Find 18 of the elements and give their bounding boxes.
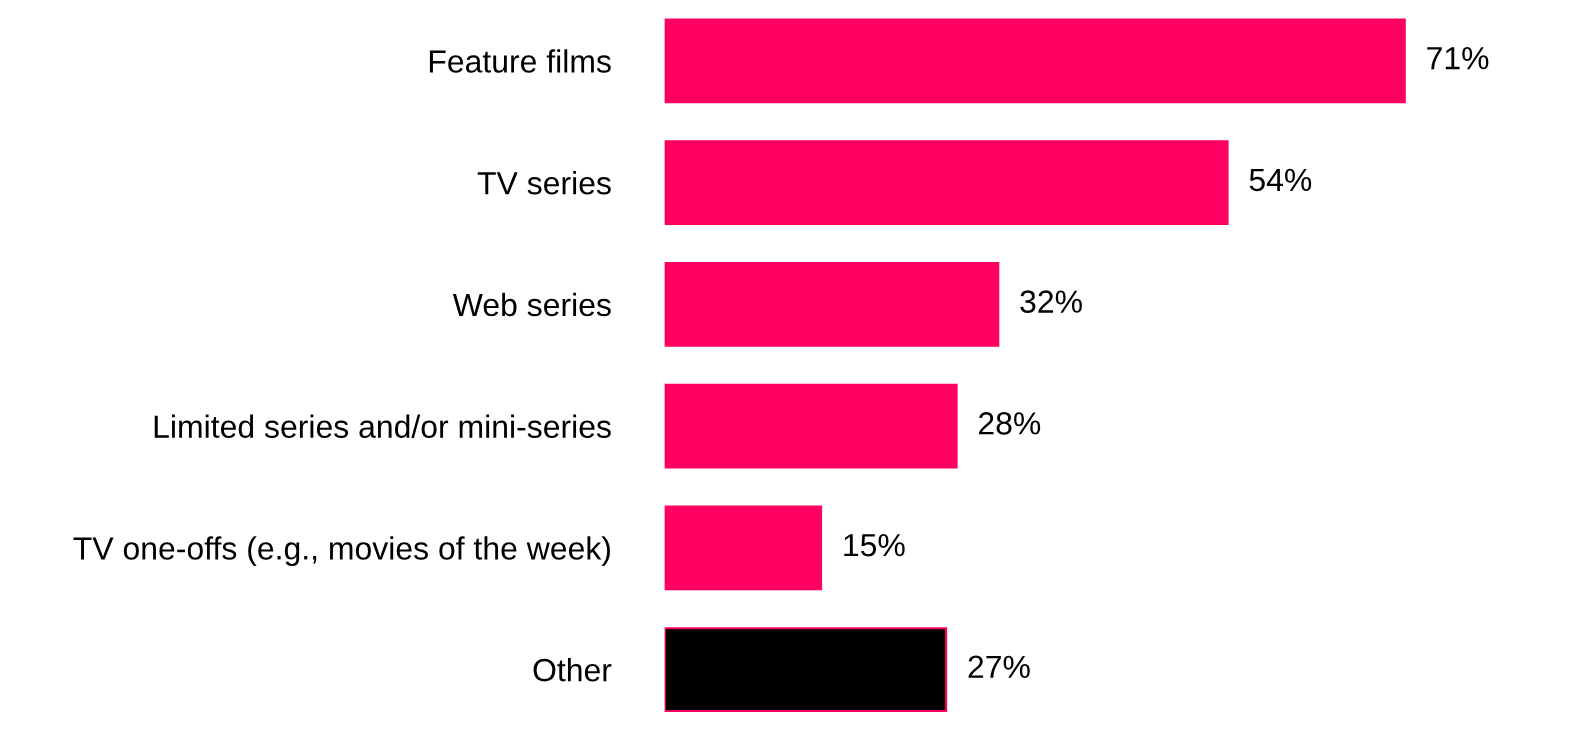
data-label: 28% <box>979 412 1041 435</box>
y-tick-label: TV series <box>477 171 611 195</box>
y-tick-label: TV one-offs (e.g., movies of the week) <box>73 536 610 567</box>
y-tick-label: Feature films <box>429 49 611 73</box>
data-label: 32% <box>1020 290 1082 313</box>
bar <box>664 383 958 469</box>
bar <box>664 18 1406 104</box>
y-tick-label: Other <box>533 658 612 682</box>
data-label: 71% <box>1427 46 1489 70</box>
bar <box>664 627 948 713</box>
y-tick-label: Web series <box>452 292 611 317</box>
data-label: 27% <box>968 655 1030 679</box>
bar <box>664 261 1000 347</box>
bar <box>664 140 1229 226</box>
data-label: 15% <box>844 533 905 557</box>
y-tick-label: Limited series and/or mini-series <box>154 414 611 438</box>
data-label: 54% <box>1249 168 1312 192</box>
bar <box>664 505 823 591</box>
